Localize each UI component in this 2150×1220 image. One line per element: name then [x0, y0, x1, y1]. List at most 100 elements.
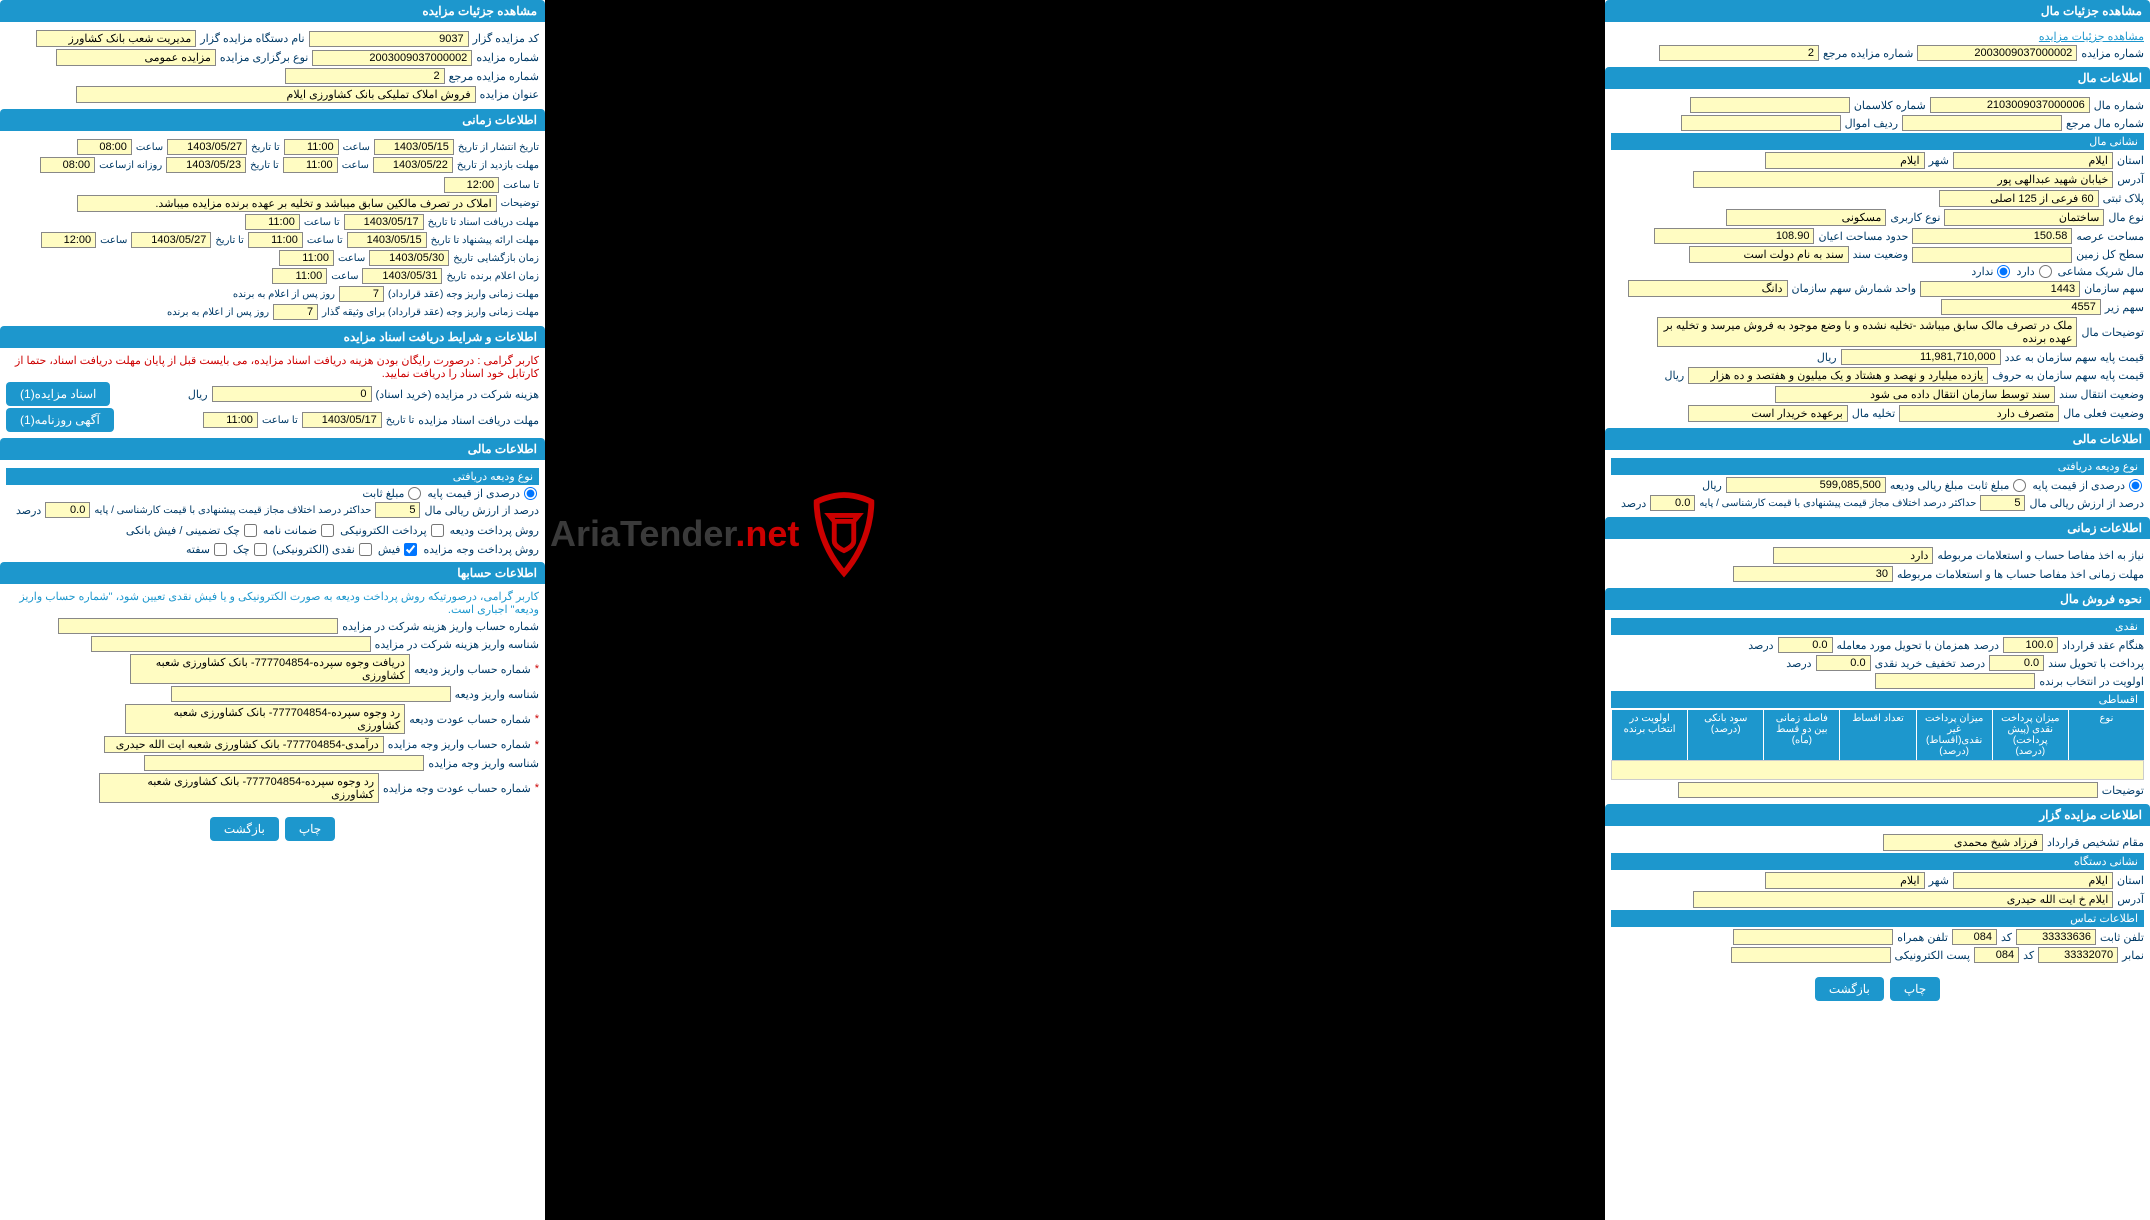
fa8: رد وجوه سپرده-777704854- بانک کشاورزی شع… [99, 773, 379, 803]
f-visit-h1: 11:00 [283, 157, 338, 173]
lf-deed2: 0.0 [1989, 655, 2044, 671]
header-time-l: اطلاعات زمانی [1605, 517, 2150, 539]
fa2 [91, 636, 371, 652]
ll-ptype: نوع مال [2108, 211, 2144, 224]
lf-notes [1678, 782, 2098, 798]
l-desc: توضیحات [501, 198, 539, 209]
docs-button[interactable]: اسناد مزایده(1) [6, 382, 110, 406]
lf-transfer: سند توسط سازمان انتقال داده می شود [1775, 386, 2055, 403]
chk-chk[interactable] [254, 543, 267, 556]
lf-oaddr: ایلام خ ایت الله حیدری [1693, 891, 2113, 908]
ll-clear: نیاز به اخذ مفاصا حساب و استعلامات مربوط… [1937, 549, 2144, 562]
lf-area2: 108.90 [1654, 228, 1814, 244]
header-property-details: مشاهده جزئیات مال [1605, 0, 2150, 22]
lo-fixed: مبلغ ثابت [362, 487, 404, 500]
lf-delivery: 0.0 [1778, 637, 1833, 653]
la5: شماره حساب عودت ودیعه [409, 713, 530, 726]
lf-usage: مسکونی [1726, 209, 1886, 226]
th6: اولویت در انتخاب برنده [1611, 710, 1687, 760]
f-visit-to: 1403/05/23 [166, 157, 246, 173]
r-fix-l[interactable] [2013, 479, 2026, 492]
sub-prop-address: نشانی مال [1611, 133, 2144, 150]
label-auction-no: شماره مزایده [476, 51, 539, 64]
ll-sub: سهم زیر [2105, 301, 2144, 314]
ll-addr: آدرس [2117, 173, 2144, 186]
l-offer: مهلت ارائه پیشنهاد تا تاریخ [431, 235, 539, 246]
fa6: درآمدی-777704854- بانک کشاورزی شعبه ایت … [104, 736, 384, 753]
fa3: دریافت وجوه سپرده-777704854- بانک کشاورز… [130, 654, 410, 684]
l-visit-to: تا تاریخ [250, 160, 279, 171]
chk-warranty[interactable] [321, 524, 334, 537]
l-pay1: مهلت زمانی واریز وجه (عقد قرارداد) [388, 289, 539, 300]
print-button-r[interactable]: چاپ [285, 817, 335, 841]
ll-land: سطح کل زمین [2076, 248, 2144, 261]
ll-prio: اولویت در انتخاب برنده [2039, 675, 2144, 688]
header-property-info: اطلاعات مال [1605, 67, 2150, 89]
chk-epay[interactable] [431, 524, 444, 537]
la1: شماره حساب واریز هزینه شرکت در مزایده [342, 620, 539, 633]
header-seller: اطلاعات مزایده گزار [1605, 804, 2150, 826]
lf-refno: 2 [1659, 45, 1819, 61]
lf-sub: 4557 [1941, 299, 2101, 315]
radio-fixed[interactable] [408, 487, 421, 500]
th1: میزان پرداخت نقدی (پیش پرداخت) (درصد) [1992, 710, 2068, 760]
f-pub-h2: 08:00 [77, 139, 132, 155]
chk-ecash[interactable] [359, 543, 372, 556]
header-time-info: اطلاعات زمانی [0, 109, 545, 131]
l-doc-dl2h: تا ساعت [262, 415, 298, 426]
lf-row [1681, 115, 1841, 131]
ll-email: پست الکترونیکی [1895, 949, 1971, 962]
l-pub-h1: ساعت [343, 142, 370, 153]
f-pub-to: 1403/05/27 [167, 139, 247, 155]
ll-propno: شماره مال [2094, 99, 2144, 112]
radio-percent[interactable] [524, 487, 537, 500]
field-title: فروش املاک تملیکی بانک کشاورزی ایلام [76, 86, 476, 103]
sub-install: اقساطی [1611, 691, 2144, 708]
r-nohas[interactable] [1997, 265, 2010, 278]
print-button-l[interactable]: چاپ [1890, 977, 1940, 1001]
l-doc-deadline: مهلت دریافت اسناد تا تاریخ [428, 217, 539, 228]
lf-city: ایلام [1765, 152, 1925, 169]
f-pub-from: 1403/05/15 [374, 139, 454, 155]
lf-prov: ایلام [1953, 152, 2113, 169]
lf-ocity: ایلام [1765, 872, 1925, 889]
view-auction-link[interactable]: مشاهده جزئیات مزایده [2039, 30, 2144, 43]
field-ref-no: 2 [285, 68, 445, 84]
lf-maxdiff2: 0.0 [1650, 495, 1695, 511]
fa5: رد وجوه سپرده-777704854- بانک کشاورزی شع… [125, 704, 405, 734]
l-open-d: تاریخ [453, 253, 473, 264]
label-bid-code: کد مزایده گزار [473, 32, 539, 45]
chk-fish[interactable] [404, 543, 417, 556]
lf-ptype: ساختمان [1944, 209, 2104, 226]
lo-fix-l: مبلغ ثابت [1967, 479, 2009, 492]
chk-check[interactable] [244, 524, 257, 537]
lu-rial2: ریال [1665, 369, 1685, 382]
sub-cash: نقدی [1611, 618, 2144, 635]
lo-nohas: ندارد [1971, 265, 1993, 278]
lf-code2: 084 [1974, 947, 2019, 963]
lu-pct2: درصد [1621, 497, 1646, 510]
accounts-note: کاربر گرامی، درصورتیکه روش پرداخت ودیعه … [6, 590, 539, 616]
lf-propref [1902, 115, 2062, 131]
ll-propref: شماره مال مرجع [2066, 117, 2144, 130]
lf-deed: سند به نام دولت است [1689, 246, 1849, 263]
lf-plate: 60 فرعی از 125 اصلی [1939, 190, 2099, 207]
back-button-r[interactable]: بازگشت [210, 817, 279, 841]
u-pct: درصد [16, 504, 41, 517]
r-pct-l[interactable] [2129, 479, 2142, 492]
back-button-l[interactable]: بازگشت [1815, 977, 1884, 1001]
newspaper-button[interactable]: آگهی روزنامه(1) [6, 408, 114, 432]
field-org-name: مدیریت شعب بانک کشاورز [36, 30, 196, 47]
lf-land [1912, 247, 2072, 263]
ll-fax: نمابر [2122, 949, 2144, 962]
lf-mobile [1733, 929, 1893, 945]
lo-ecash: نقدی (الکترونیکی) [273, 543, 355, 556]
th5: سود بانکی (درصد) [1687, 710, 1763, 760]
r-has[interactable] [2039, 265, 2052, 278]
lf-oprov: ایلام [1953, 872, 2113, 889]
ll-transfer: وضعیت انتقال سند [2059, 388, 2144, 401]
chk-safta[interactable] [214, 543, 227, 556]
sub-deposit-type: نوع ودیعه دریافتی [6, 468, 539, 485]
f-visit-from: 1403/05/22 [373, 157, 453, 173]
th2: میزان پرداخت غیر نقدی(اقساط) (درصد) [1916, 710, 1992, 760]
